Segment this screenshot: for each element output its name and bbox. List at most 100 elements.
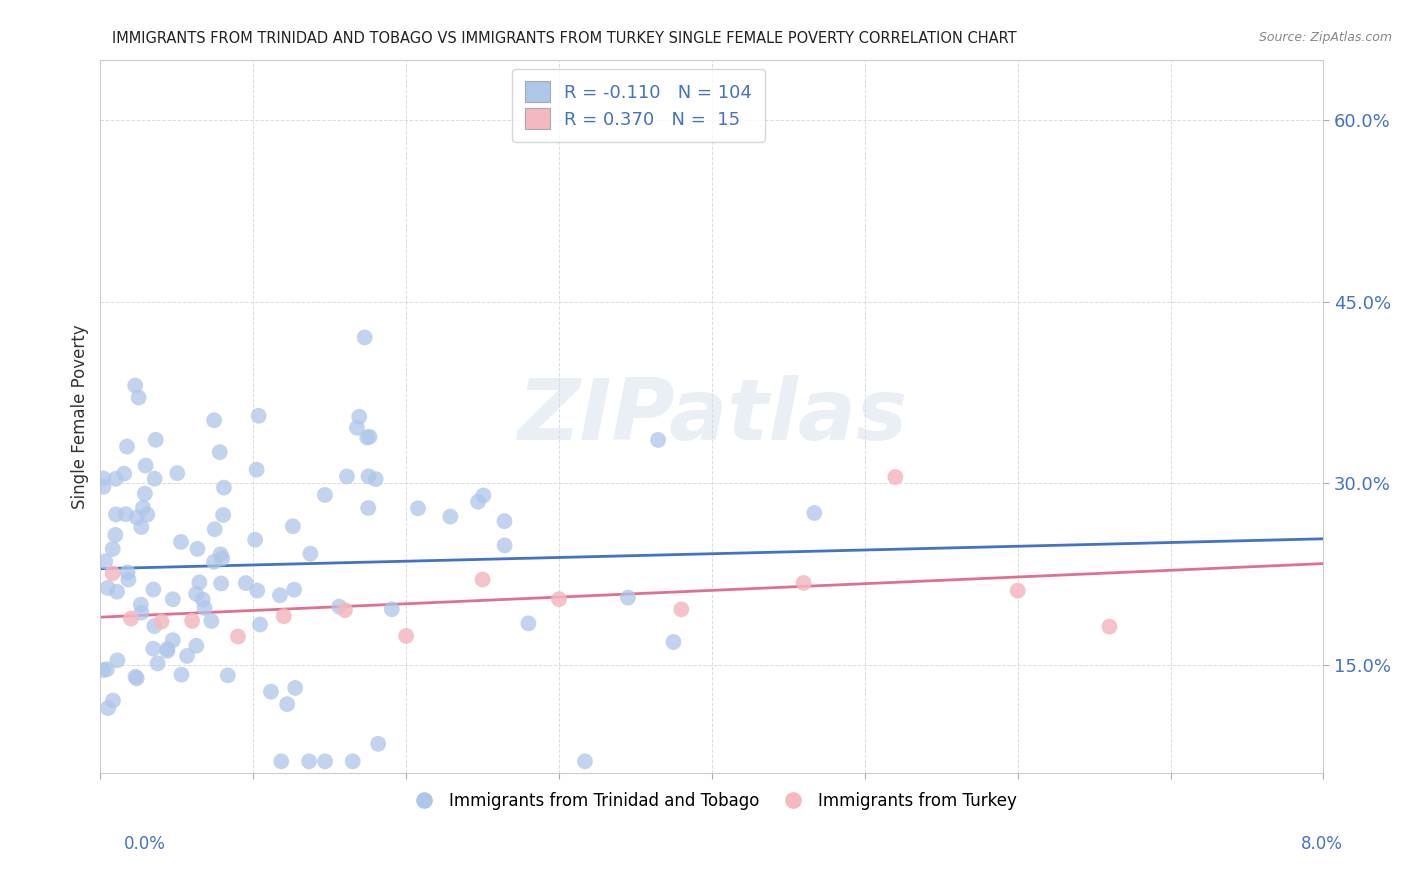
Point — [349, 409, 371, 424]
Point — [96, 662, 118, 676]
Point — [142, 641, 165, 656]
Point — [249, 617, 271, 632]
Point — [364, 472, 387, 486]
Point — [328, 599, 350, 614]
Point — [243, 533, 266, 547]
Point — [202, 413, 225, 427]
Text: IMMIGRANTS FROM TRINIDAD AND TOBAGO VS IMMIGRANTS FROM TURKEY SINGLE FEMALE POVE: IMMIGRANTS FROM TRINIDAD AND TOBAGO VS I… — [112, 31, 1017, 46]
Point — [124, 378, 146, 392]
Point — [517, 616, 540, 631]
Point — [494, 538, 516, 552]
Point — [284, 681, 307, 695]
Point — [336, 469, 359, 483]
Point — [333, 603, 356, 617]
Point — [269, 588, 291, 602]
Point — [170, 535, 193, 549]
Point — [107, 653, 129, 667]
Point — [114, 507, 136, 521]
Point — [548, 592, 571, 607]
Point — [472, 488, 495, 502]
Point — [276, 697, 298, 711]
Text: ZIPatlas: ZIPatlas — [517, 375, 907, 458]
Point — [212, 481, 235, 495]
Point — [299, 547, 322, 561]
Point — [235, 576, 257, 591]
Point — [101, 541, 124, 556]
Legend: Immigrants from Trinidad and Tobago, Immigrants from Turkey: Immigrants from Trinidad and Tobago, Imm… — [401, 785, 1024, 816]
Point — [803, 506, 825, 520]
Point — [117, 573, 139, 587]
Point — [134, 486, 156, 500]
Point — [93, 480, 115, 494]
Point — [204, 522, 226, 536]
Point — [574, 755, 596, 769]
Point — [247, 409, 270, 423]
Point — [93, 663, 115, 677]
Point — [439, 509, 461, 524]
Point — [793, 576, 815, 591]
Point — [208, 445, 231, 459]
Point — [200, 614, 222, 628]
Point — [117, 566, 139, 580]
Point — [176, 648, 198, 663]
Point — [191, 592, 214, 607]
Point — [346, 421, 368, 435]
Point — [166, 466, 188, 480]
Point — [143, 619, 166, 633]
Point — [131, 606, 153, 620]
Point — [202, 555, 225, 569]
Point — [97, 701, 120, 715]
Point — [260, 684, 283, 698]
Point — [226, 630, 249, 644]
Point — [162, 592, 184, 607]
Point — [884, 470, 907, 484]
Point — [131, 520, 153, 534]
Point — [342, 755, 364, 769]
Point — [94, 554, 117, 568]
Point — [395, 629, 418, 643]
Point — [211, 551, 233, 566]
Point — [314, 755, 336, 769]
Point — [124, 670, 146, 684]
Point — [181, 614, 204, 628]
Point — [647, 433, 669, 447]
Point — [112, 467, 135, 481]
Point — [662, 635, 685, 649]
Point — [209, 576, 232, 591]
Point — [298, 755, 321, 769]
Point — [406, 501, 429, 516]
Point — [129, 598, 152, 612]
Point — [353, 330, 375, 344]
Point — [93, 471, 115, 485]
Text: 0.0%: 0.0% — [124, 835, 166, 853]
Point — [145, 433, 167, 447]
Text: 8.0%: 8.0% — [1301, 835, 1343, 853]
Point — [357, 500, 380, 515]
Point — [188, 575, 211, 590]
Point — [494, 514, 516, 528]
Point — [146, 657, 169, 671]
Point — [104, 472, 127, 486]
Point — [209, 547, 232, 561]
Point — [217, 668, 239, 682]
Point — [115, 440, 138, 454]
Point — [132, 500, 155, 515]
Point — [125, 671, 148, 685]
Point — [246, 463, 269, 477]
Point — [359, 430, 381, 444]
Point — [273, 609, 295, 624]
Point — [162, 633, 184, 648]
Point — [270, 755, 292, 769]
Point — [105, 584, 128, 599]
Point — [156, 644, 179, 658]
Point — [193, 601, 215, 615]
Point — [128, 391, 150, 405]
Point — [381, 602, 404, 616]
Point — [184, 587, 207, 601]
Point — [104, 508, 127, 522]
Point — [1007, 583, 1029, 598]
Point — [186, 639, 208, 653]
Y-axis label: Single Female Poverty: Single Female Poverty — [72, 324, 89, 508]
Point — [356, 431, 378, 445]
Point — [467, 495, 489, 509]
